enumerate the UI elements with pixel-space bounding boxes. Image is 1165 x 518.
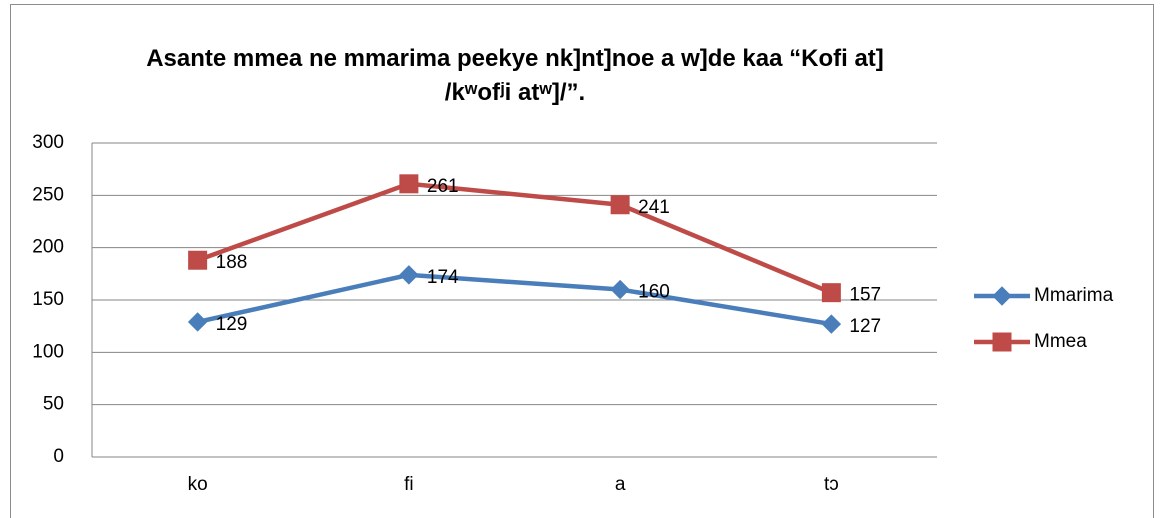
data-point xyxy=(610,195,630,215)
x-tick-label: a xyxy=(615,474,626,495)
data-label: 157 xyxy=(849,285,881,306)
data-label: 174 xyxy=(427,267,459,288)
data-label: 127 xyxy=(849,316,881,337)
series-line xyxy=(196,181,833,295)
y-tick-label: 150 xyxy=(32,289,64,310)
data-label: 160 xyxy=(638,282,670,303)
y-tick-label: 100 xyxy=(32,341,64,362)
data-label: 261 xyxy=(427,176,459,197)
legend-marker xyxy=(992,332,1012,352)
y-tick-label: 200 xyxy=(32,237,64,258)
x-tick-label: ko xyxy=(188,474,208,495)
legend-marker xyxy=(992,286,1012,306)
data-point xyxy=(187,312,208,332)
y-tick-label: 300 xyxy=(32,132,64,153)
data-label: 129 xyxy=(216,314,248,335)
y-tick-label: 50 xyxy=(43,394,64,415)
x-tick-label: tɔ xyxy=(824,474,839,495)
legend-label: Mmea xyxy=(1034,331,1087,352)
y-tick-label: 250 xyxy=(32,184,64,205)
data-point xyxy=(821,283,841,303)
data-point xyxy=(399,265,419,285)
data-label: 188 xyxy=(216,252,248,273)
data-point xyxy=(610,279,630,300)
data-label: 241 xyxy=(638,197,670,218)
series-line xyxy=(197,272,832,327)
y-tick-label: 0 xyxy=(53,446,64,467)
x-tick-label: fi xyxy=(404,474,414,495)
chart-title: Asante mmea ne mmarima peekye nk]nt]noe … xyxy=(146,45,884,106)
chart-frame xyxy=(10,4,1154,518)
legend-label: Mmarima xyxy=(1034,285,1114,306)
data-point xyxy=(188,250,208,270)
data-point xyxy=(399,174,419,194)
data-point xyxy=(821,314,842,334)
